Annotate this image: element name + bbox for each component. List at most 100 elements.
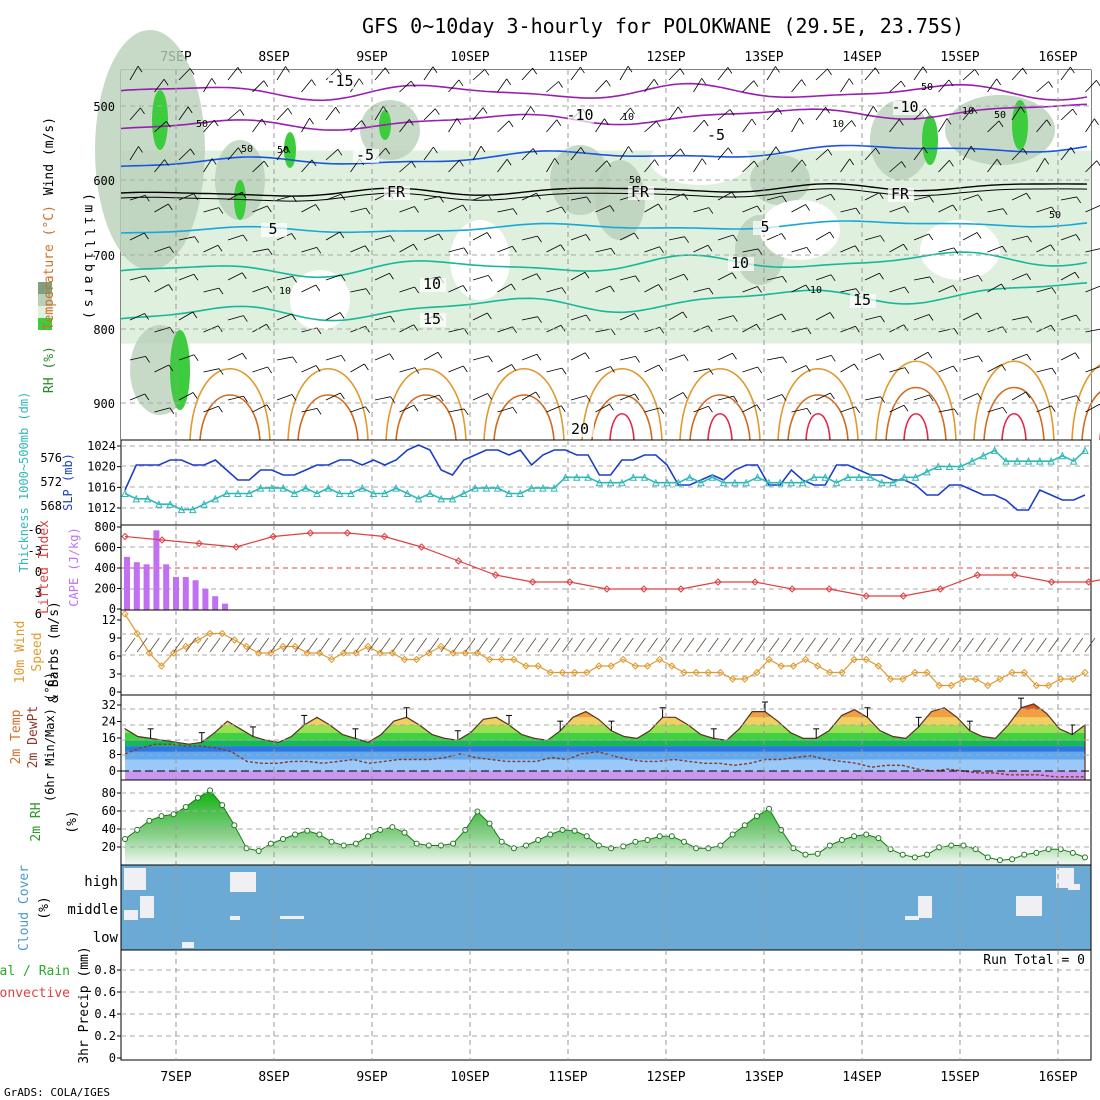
li-marker: [1047, 578, 1056, 586]
rh-marker: [231, 822, 238, 829]
freezing-level-b: [120, 188, 1088, 202]
ytick-label: 32: [102, 698, 116, 712]
wind-barb-flag: [1050, 244, 1056, 251]
wind-speed-marker: [765, 655, 773, 664]
date-label-top: 11SEP: [548, 50, 587, 65]
wind-barb-flag: [585, 234, 591, 241]
wind-barb-flag: [237, 147, 243, 154]
wind-speed-marker: [449, 649, 457, 657]
contour-label-rh: 50: [994, 110, 1006, 121]
cape-bar: [222, 603, 228, 610]
wind-barb-shaft: [913, 233, 929, 241]
wind-barb-flag: [488, 355, 493, 363]
thickness-marker: [460, 489, 468, 497]
wind-barb-flag: [701, 78, 707, 85]
wind-barb-flag: [977, 275, 983, 282]
wind-barb-shaft: [227, 109, 241, 121]
warm-isotherm: [983, 386, 1045, 441]
wind-barb-shaft: [619, 146, 629, 161]
wind-barb: [622, 637, 634, 653]
wind-barb-shaft: [889, 324, 904, 333]
ytick-label: 60: [102, 804, 116, 818]
wind-speed-marker: [923, 668, 931, 677]
wind-speed-marker: [169, 649, 178, 657]
wind-barb: [902, 637, 914, 653]
cloud-gap: [1016, 896, 1042, 916]
thickness-marker: [844, 473, 852, 481]
wind-barb-flag: [487, 312, 492, 320]
wind-barb-shaft: [962, 68, 976, 81]
rh-marker: [413, 840, 420, 847]
wind-barb-shaft: [154, 246, 170, 253]
cloud-frame: [120, 864, 1092, 951]
rh-marker: [219, 802, 226, 809]
wind-barb-shaft: [595, 285, 611, 293]
wind-barb: [367, 637, 379, 653]
wind-barb-flag: [239, 109, 245, 116]
thickness-marker: [979, 451, 988, 460]
thickness-marker: [1036, 457, 1044, 465]
wind-barb-shaft: [864, 147, 877, 161]
wind-barb-shaft: [350, 245, 366, 253]
wind-barb-shaft: [399, 161, 412, 173]
wind-barb-flag: [193, 354, 199, 362]
wind-barb-shaft: [154, 203, 169, 213]
ytick-label: 20: [102, 840, 116, 854]
wind-barb-shaft: [1011, 353, 1028, 361]
wind-barb-flag: [732, 234, 738, 242]
wind-speed-marker: [570, 668, 579, 677]
wind-barb: [890, 637, 901, 653]
wind-barb-flag: [976, 232, 982, 239]
wind-barb-flag: [267, 286, 272, 293]
wind-barb-shaft: [644, 246, 660, 253]
wind-barb-shaft: [1085, 285, 1100, 293]
rh-high-blob: [922, 115, 938, 165]
rh-marker: [365, 833, 372, 840]
wind-barb-shaft: [521, 148, 534, 161]
warm-isotherm: [591, 394, 653, 441]
wind-barb-flag: [193, 274, 199, 281]
wind-speed-marker: [619, 655, 627, 664]
wind-barb-flag: [634, 313, 639, 320]
wind-barb-flag: [928, 314, 934, 321]
thickness-marker: [708, 473, 717, 481]
contour-label-rh: 10: [832, 119, 844, 130]
wind-barb-flag: [432, 66, 438, 73]
wind-barb-flag: [487, 393, 492, 400]
contour-label-rh: 10: [622, 112, 634, 123]
chart-title: GFS 0~10day 3-hourly for POLOKWANE (29.5…: [362, 14, 964, 38]
wind-barb-shaft: [448, 79, 460, 93]
wind-barb-shaft: [301, 246, 317, 253]
wind-barb-shaft: [374, 396, 391, 401]
rh-marker: [450, 840, 457, 847]
wind-barb-shaft: [252, 286, 268, 293]
wind-barb-shaft: [203, 368, 220, 373]
thickness-marker: [877, 478, 886, 487]
wind-barb-shaft: [1060, 196, 1077, 201]
wind-barb-shaft: [742, 366, 758, 373]
wind-barb-flag: [486, 232, 492, 239]
wind-barb-flag: [777, 108, 783, 115]
warm-isotherm: [493, 394, 555, 441]
wind-barb-shaft: [987, 78, 998, 93]
wind-barb: [695, 637, 707, 653]
precip-label-unit: 3hr Precip (mm): [77, 946, 92, 1063]
wind-barb-shaft: [889, 286, 905, 293]
wind-barb-shaft: [791, 79, 802, 93]
thickness-marker: [188, 505, 197, 514]
wind-barb-shaft: [154, 78, 165, 93]
wind-barb-flag: [708, 368, 714, 375]
thickness-marker: [764, 478, 773, 487]
wind-barb-flag: [168, 364, 174, 372]
wind-barb-shaft: [766, 313, 782, 321]
wind-barb-shaft: [546, 81, 559, 93]
contour-label-rh: 10: [279, 286, 291, 297]
wind-barb-shaft: [350, 288, 367, 293]
wind-barb-shaft: [570, 234, 587, 241]
wind-speed-marker: [996, 675, 1004, 683]
wind-barb-shaft: [840, 325, 856, 333]
wind-barb-flag: [237, 67, 243, 74]
wind-barb-shaft: [252, 323, 267, 333]
wind-barb-shaft: [227, 67, 239, 81]
run-total: Run Total = 0: [983, 953, 1085, 968]
